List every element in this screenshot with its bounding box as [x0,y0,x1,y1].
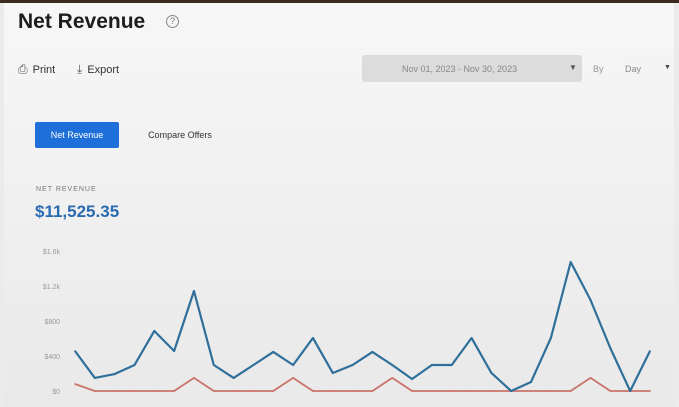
data-point[interactable] [530,390,532,392]
data-point[interactable] [431,364,433,366]
data-point[interactable] [94,377,96,379]
data-point[interactable] [450,364,453,366]
data-point[interactable] [391,364,394,366]
data-point[interactable] [589,299,592,301]
data-point[interactable] [411,390,413,392]
by-label: By [593,64,604,74]
data-point[interactable] [351,364,354,366]
data-point[interactable] [649,390,651,392]
data-point[interactable] [272,351,275,353]
data-point[interactable] [411,378,413,380]
caret-down-icon: ▼ [569,63,577,72]
granularity-select[interactable]: Day ▼ [620,55,674,82]
data-point[interactable] [649,350,651,352]
data-point[interactable] [292,364,294,366]
data-point[interactable] [252,364,255,366]
data-point[interactable] [173,390,175,392]
data-point[interactable] [312,390,314,392]
data-point[interactable] [113,390,116,392]
data-point[interactable] [351,390,354,392]
metric-value: $11,525.35 [35,202,120,221]
data-point[interactable] [94,390,96,392]
data-point[interactable] [133,390,136,392]
date-range-value: Nov 01, 2023 - Nov 30, 2023 [402,64,518,74]
data-point[interactable] [569,261,572,263]
data-point[interactable] [232,377,235,379]
export-button[interactable]: ⤓ Export [77,62,119,77]
data-point[interactable] [74,350,76,352]
data-point[interactable] [153,390,156,392]
print-label: Print [32,63,56,76]
export-label: Export [87,63,120,76]
data-point[interactable] [510,390,513,392]
data-point[interactable] [470,337,473,339]
data-point[interactable] [470,390,473,392]
data-point[interactable] [629,390,631,392]
data-point[interactable] [490,372,493,374]
granularity-value: Day [625,64,642,74]
data-point[interactable] [252,390,255,392]
printer-icon: ⎙ [18,62,28,76]
window-top-edge [0,0,679,3]
caret-down-icon: ▼ [664,64,671,71]
data-point[interactable] [450,390,453,392]
data-point[interactable] [609,390,612,392]
data-point[interactable] [490,390,493,392]
data-point[interactable] [391,377,394,379]
data-point[interactable] [550,337,552,339]
data-point[interactable] [272,390,275,392]
data-point[interactable] [371,351,374,353]
data-point[interactable] [153,330,156,332]
data-point[interactable] [133,364,136,366]
data-point[interactable] [431,390,433,392]
date-range-select[interactable]: Nov 01, 2023 - Nov 30, 2023 ▼ [362,55,582,82]
data-point[interactable] [212,390,215,392]
data-point[interactable] [569,390,572,392]
download-icon: ⤓ [77,62,83,76]
data-point[interactable] [371,390,374,392]
data-point[interactable] [232,390,235,392]
data-point[interactable] [212,364,215,366]
question-circle-icon[interactable]: ? [166,15,179,28]
data-point[interactable] [530,381,532,383]
data-point[interactable] [193,290,195,292]
tab-net-revenue[interactable]: Net Revenue [35,122,119,148]
page-title: Net Revenue [18,10,146,33]
data-point[interactable] [550,390,552,392]
y-tick-label: $1.6k [43,249,61,256]
data-point[interactable] [74,383,76,385]
y-tick-label: $800 [44,319,60,326]
metric-label: NET REVENUE [36,186,97,193]
series-line-secondary [74,376,650,392]
data-point[interactable] [113,373,116,375]
tab-compare-offers[interactable]: Compare Offers [148,130,212,140]
y-tick-label: $1.2k [43,284,61,291]
data-point[interactable] [331,372,334,374]
y-tick-label: $400 [44,354,60,361]
print-button[interactable]: ⎙ Print [18,62,55,77]
data-point[interactable] [292,377,294,379]
data-point[interactable] [173,350,175,352]
data-point[interactable] [609,347,612,349]
data-point[interactable] [331,390,334,392]
data-point[interactable] [193,377,195,379]
series-line-primary [74,260,651,393]
data-point[interactable] [312,337,314,339]
y-tick-label: $0 [52,389,60,396]
data-point[interactable] [589,377,592,379]
